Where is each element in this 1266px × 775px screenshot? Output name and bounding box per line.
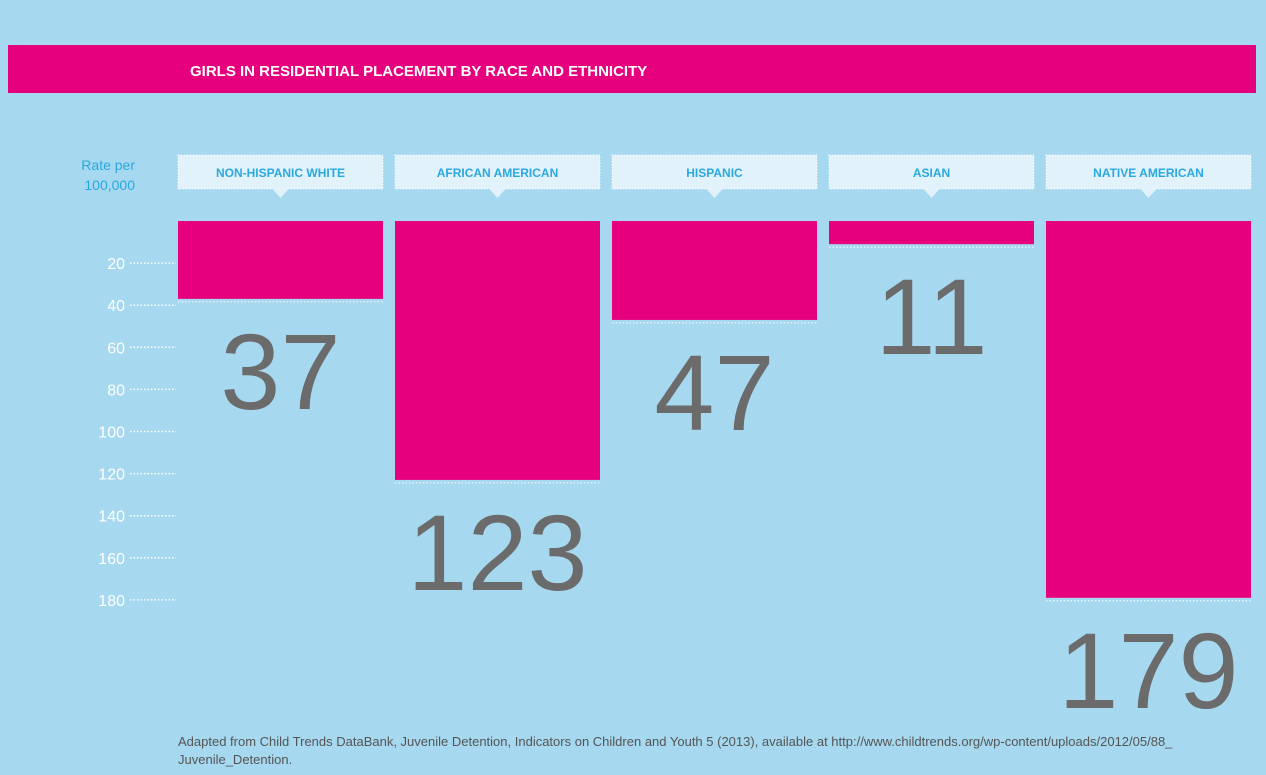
category-pointer <box>489 189 506 198</box>
y-tick-label: 100 <box>98 425 125 442</box>
bar <box>178 221 383 299</box>
category-pointer <box>706 189 723 198</box>
bar <box>395 221 600 480</box>
source-note: Adapted from Child Trends DataBank, Juve… <box>178 734 1173 749</box>
bar <box>1046 221 1251 598</box>
category-pointer <box>272 189 289 198</box>
title-banner <box>8 45 1256 93</box>
y-tick-label: 20 <box>107 256 125 273</box>
y-tick-label: 60 <box>107 340 125 357</box>
y-axis-label: Rate per <box>81 157 135 173</box>
chart-title: GIRLS IN RESIDENTIAL PLACEMENT BY RACE A… <box>190 63 647 80</box>
x-tick-label: AFRICAN AMERICAN <box>437 166 559 180</box>
category-box <box>394 154 601 190</box>
category-pointer <box>923 189 940 198</box>
y-tick-label: 120 <box>98 467 125 484</box>
y-tick-label: 40 <box>107 298 125 315</box>
category-pointer <box>1140 189 1157 198</box>
category-box <box>611 154 818 190</box>
y-axis-label: 100,000 <box>84 177 135 193</box>
y-tick-label: 80 <box>107 382 125 399</box>
category-box <box>828 154 1035 190</box>
value-label: 123 <box>407 492 587 613</box>
x-tick-label: NATIVE AMERICAN <box>1093 166 1204 180</box>
bar <box>612 221 817 320</box>
value-label: 37 <box>220 311 340 432</box>
y-tick-label: 140 <box>98 509 125 526</box>
category-box <box>1045 154 1252 190</box>
value-label: 47 <box>654 332 774 453</box>
x-tick-label: HISPANIC <box>686 166 743 180</box>
value-label: 179 <box>1058 610 1238 731</box>
y-tick-label: 160 <box>98 551 125 568</box>
x-tick-label: NON-HISPANIC WHITE <box>216 166 345 180</box>
y-tick-label: 180 <box>98 593 125 610</box>
bar <box>829 221 1034 245</box>
category-box <box>177 154 384 190</box>
x-tick-label: ASIAN <box>913 166 950 180</box>
value-label: 11 <box>875 256 987 377</box>
source-note: Juvenile_Detention. <box>178 752 292 767</box>
